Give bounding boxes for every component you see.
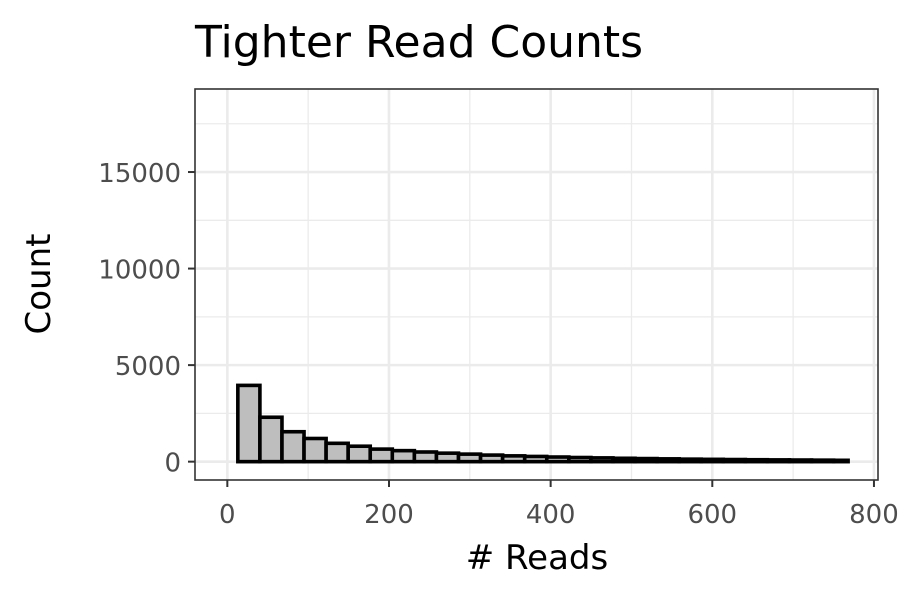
- y-axis-title: Count: [19, 234, 59, 335]
- histogram-bar: [280, 429, 306, 464]
- histogram-bar: [809, 458, 836, 464]
- y-tick-label: 0: [164, 449, 181, 479]
- x-tick-label: 200: [364, 500, 414, 530]
- histogram-bar: [368, 447, 395, 464]
- histogram-bar: [721, 457, 748, 464]
- histogram-bar: [589, 456, 615, 464]
- panel-border: [194, 88, 879, 481]
- histogram-bar: [258, 415, 284, 464]
- histogram-bar: [699, 457, 726, 464]
- histogram-bar: [787, 458, 814, 464]
- axis-ticks: 0 200 400 600 800 0 5000 10000 15000: [98, 159, 898, 530]
- y-tick-label: 10000: [98, 256, 181, 286]
- histogram-bar: [478, 453, 505, 464]
- histogram-bar: [831, 458, 850, 464]
- x-tick-label: 800: [849, 500, 899, 530]
- histogram-bar: [522, 454, 549, 464]
- x-tick-label: 400: [526, 500, 576, 530]
- y-tick-label: 5000: [115, 352, 181, 382]
- grid-lines: [195, 89, 878, 480]
- histogram-bar: [544, 455, 571, 464]
- histogram-bar: [324, 441, 350, 464]
- histogram-bar: [743, 457, 770, 464]
- histogram-bar: [346, 444, 373, 464]
- y-tick-label: 15000: [98, 159, 181, 189]
- histogram-bar: [677, 457, 704, 464]
- x-tick-label: 0: [219, 500, 236, 530]
- x-axis-title: # Reads: [466, 538, 608, 578]
- histogram-bar: [390, 448, 417, 464]
- chart-title: Tighter Read Counts: [194, 17, 643, 68]
- histogram-bar: [236, 383, 262, 464]
- histogram-bar: [412, 450, 439, 464]
- histogram-bar: [456, 452, 483, 464]
- histogram-bar: [633, 456, 659, 464]
- histogram-bar: [500, 454, 527, 464]
- histogram-bars: [236, 383, 850, 464]
- histogram-bar: [302, 436, 328, 464]
- x-tick-label: 600: [687, 500, 737, 530]
- histogram-bar: [765, 458, 792, 464]
- histogram-bar: [655, 457, 681, 464]
- histogram-bar: [567, 455, 593, 464]
- histogram-bar: [611, 456, 637, 464]
- histogram-bar: [434, 451, 461, 464]
